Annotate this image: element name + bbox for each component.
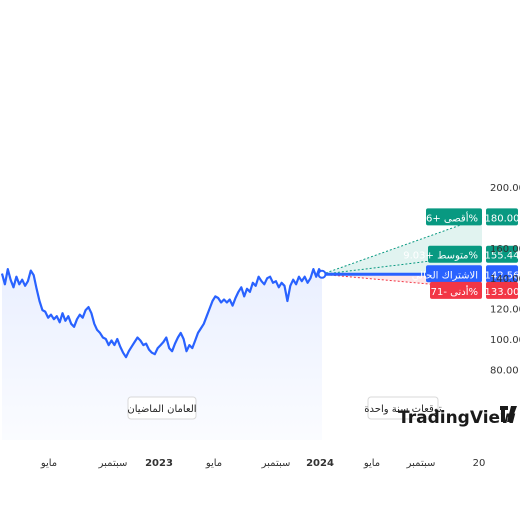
current-label-bg [426,265,482,283]
forecast-max-value-bg [486,208,518,226]
current-value-bg [486,265,518,283]
x-tick-label: مايو [40,458,57,469]
forecast-labels: أقصى +26.26% 180.00 متوسط +9.03% 155.44 الاش… [403,208,520,299]
x-axis: مايو سبتمبر 2023 مايو سبتمبر 2024 مايو سبتمبر 20 [40,458,486,469]
y-axis: 80.00 100.00 120.00 140.00 160.00 200.00 [490,183,520,376]
x-tick-label: سبتمبر [98,458,128,469]
y-tick-label: 100.00 [490,335,520,346]
x-tick-label: سبتمبر [406,458,436,469]
y-tick-label: 140.00 [490,274,520,285]
forecast-max-value: 180.00 [485,213,520,224]
x-tick-label: سبتمبر [261,458,291,469]
forecast-avg-value-bg [486,245,518,263]
forecast-min-value-bg [486,281,518,299]
y-tick-label: 120.00 [490,305,520,316]
forecast-max-label: أقصى +26.26% 180.00 [404,208,520,226]
x-tick-label: مايو [363,458,380,469]
past-period-label: العامان الماضيان [127,404,196,415]
x-tick-label: مايو [205,458,222,469]
current-value: 142.56 [485,270,520,281]
forecast-max-label-bg [426,208,482,226]
y-tick-label: 160.00 [490,244,520,255]
x-tick-label: 2024 [306,458,334,469]
forecast-avg-line [321,254,483,275]
x-tick-label: 20 [473,458,486,469]
past-period-label-box: العامان الماضيان [127,396,197,420]
forecast-avg-label-text: متوسط +9.03% [403,251,478,262]
y-tick-label: 200.00 [490,183,520,194]
forecast-min-label-text: أدنى -6.71% [421,285,478,298]
forecast-min-value: 133.00 [485,287,520,298]
current-point [317,269,327,279]
current-label-text: الاشتراك الحالي [412,270,478,281]
current-label: الاشتراك الحالي 142.56 [412,265,520,283]
forecast-max-label-text: أقصى +26.26% [404,211,478,224]
x-tick-label: 2023 [145,458,173,469]
tradingview-mark-icon [500,406,517,422]
tradingview-logo: TradingView [398,406,517,428]
watermark-text: TradingView [398,408,516,428]
forecast-avg-label-bg [428,245,482,263]
history-area [2,269,322,440]
forecast-min-label: أدنى -6.71% 133.00 [421,281,520,299]
history-series [0,268,323,440]
forecast-min-label-bg [430,281,482,299]
future-period-label-box: توقعات سنة واحدة [364,396,442,420]
forecast-max-line [321,216,483,275]
history-line [0,268,323,359]
y-tick-label: 80.00 [490,365,519,376]
forecast-avg-label: متوسط +9.03% 155.44 [403,245,520,263]
forecast-avg-value: 155.44 [485,251,520,262]
future-period-label: توقعات سنة واحدة [364,404,442,415]
